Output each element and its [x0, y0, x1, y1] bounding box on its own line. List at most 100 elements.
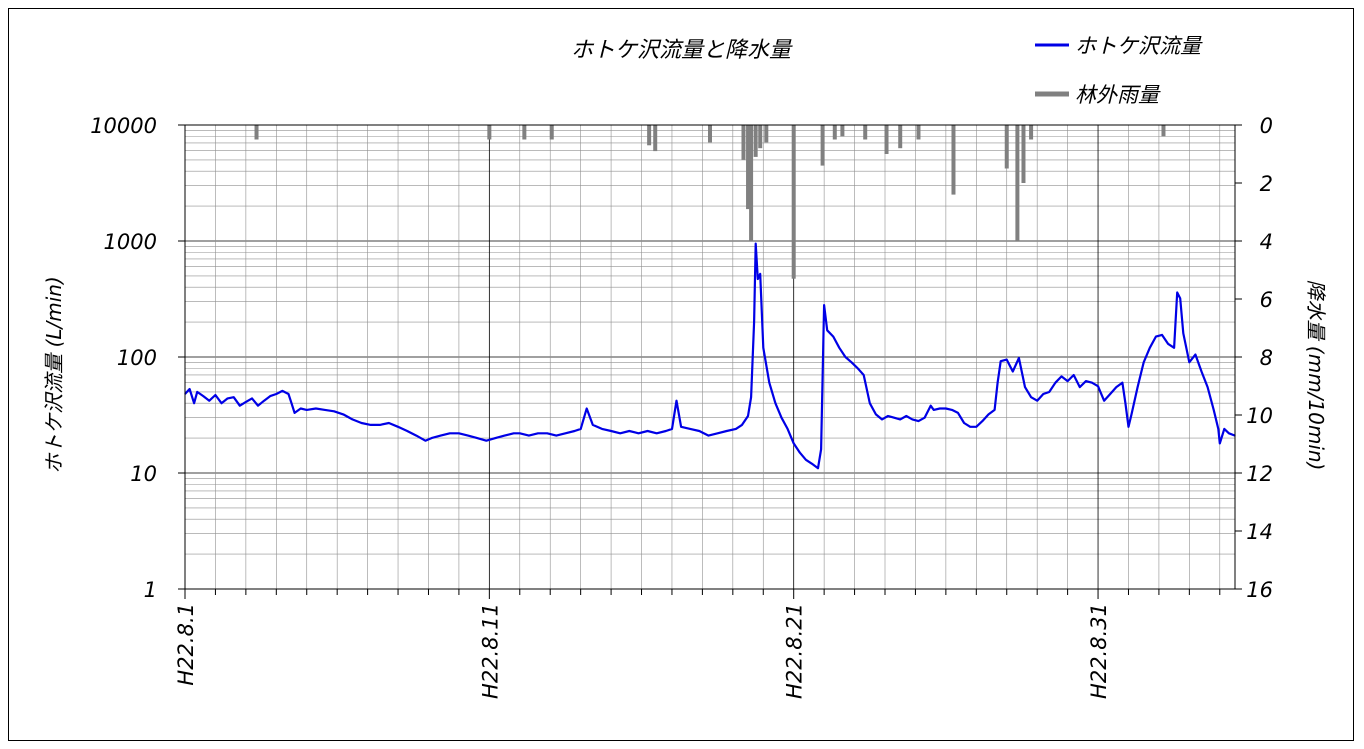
rain-bar: [1021, 125, 1026, 183]
legend-label-flow: ホトケ沢流量: [1075, 34, 1203, 58]
flow-point: [430, 437, 433, 439]
y-left-tick-label: 1: [144, 578, 157, 602]
flow-point: [726, 430, 728, 432]
y-right-tick-label: 16: [1246, 578, 1273, 602]
rain-bar: [863, 125, 868, 140]
flow-point: [750, 396, 752, 398]
flow-point: [997, 382, 999, 384]
flow-point: [768, 382, 770, 384]
flow-point: [592, 424, 594, 426]
flow-point: [440, 435, 442, 437]
flow-point: [881, 418, 883, 420]
y-right-tick-label: 10: [1246, 404, 1273, 428]
flow-point: [220, 402, 223, 404]
flow-point: [360, 422, 363, 424]
flow-point: [1167, 343, 1169, 345]
flow-point: [817, 467, 819, 469]
flow-point: [601, 428, 603, 430]
flow-point: [875, 413, 877, 416]
rain-bar: [653, 125, 658, 152]
flow-point: [1012, 370, 1014, 373]
flow-point: [717, 432, 719, 434]
flow-point: [188, 388, 191, 390]
flow-point: [494, 437, 497, 439]
y-right-tick-label: 2: [1260, 172, 1273, 196]
flow-point: [811, 463, 813, 465]
flow-point: [741, 424, 743, 426]
flow-point: [930, 405, 932, 407]
x-tick-label: H22.8.1: [174, 603, 198, 686]
flow-point: [753, 321, 755, 323]
flow-point: [485, 440, 487, 442]
flow-line: [184, 242, 1236, 470]
flow-point: [1213, 409, 1215, 411]
flow-point: [850, 361, 853, 363]
x-tick-label: H22.8.21: [783, 603, 807, 699]
rain-bar: [487, 125, 492, 140]
flow-point: [193, 402, 195, 404]
y-left-tick-label: 10000: [90, 114, 157, 138]
flow-point: [415, 435, 417, 437]
flow-point: [981, 420, 983, 422]
flow-point: [1200, 370, 1203, 373]
flow-point: [564, 432, 567, 434]
rain-bar: [741, 125, 746, 160]
flow-point: [1018, 357, 1020, 359]
flow-point: [379, 424, 381, 426]
rain-bar: [1161, 125, 1166, 137]
flow-series: [184, 242, 1236, 470]
rain-bar: [791, 125, 796, 279]
flow-point: [698, 430, 700, 432]
y-right-tick-label: 12: [1246, 462, 1273, 486]
flow-point: [586, 407, 588, 410]
flow-point: [1006, 358, 1008, 361]
y-left-tick-label: 1000: [104, 230, 157, 254]
flow-point: [251, 397, 253, 399]
flow-point: [1137, 386, 1139, 388]
flow-point: [424, 440, 427, 442]
flow-point: [1030, 396, 1032, 398]
flow-point: [787, 428, 789, 430]
flow-point: [805, 459, 807, 461]
flow-point: [735, 428, 737, 430]
rain-bar: [820, 125, 825, 166]
flow-point: [1060, 375, 1063, 378]
flow-point: [820, 448, 822, 450]
flow-point: [675, 400, 678, 402]
y-left-tick-label: 100: [117, 346, 157, 370]
flow-point: [945, 407, 947, 410]
flow-point: [1000, 360, 1002, 362]
flow-point: [1228, 432, 1230, 434]
flow-point: [917, 420, 920, 422]
flow-point: [342, 413, 344, 416]
flow-point: [269, 395, 271, 397]
flow-point: [281, 390, 283, 392]
flow-point: [823, 304, 825, 306]
flow-point: [923, 417, 926, 419]
flow-point: [467, 435, 469, 437]
legend: ホトケ沢流量 林外雨量: [1035, 34, 1203, 107]
flow-point: [245, 401, 247, 403]
flow-point: [196, 391, 198, 393]
flow-point: [287, 393, 290, 395]
flow-point: [893, 417, 895, 419]
flow-point: [208, 400, 210, 402]
flow-point: [826, 329, 828, 331]
flow-point: [665, 430, 667, 432]
flow-point: [759, 273, 761, 275]
plot-border: [184, 124, 1236, 590]
rain-bar: [647, 125, 652, 146]
flow-point: [315, 407, 317, 410]
flow-point: [214, 394, 217, 396]
flow-point: [388, 422, 390, 424]
flow-point: [1217, 428, 1219, 430]
flow-point: [519, 432, 521, 434]
flow-point: [1103, 400, 1105, 402]
flow-point: [1024, 386, 1026, 388]
flow-point: [1073, 374, 1075, 376]
flow-point: [963, 422, 965, 424]
flow-point: [1036, 400, 1038, 402]
rain-bar: [522, 125, 527, 140]
flow-point: [975, 426, 977, 428]
flow-point: [1223, 428, 1225, 430]
